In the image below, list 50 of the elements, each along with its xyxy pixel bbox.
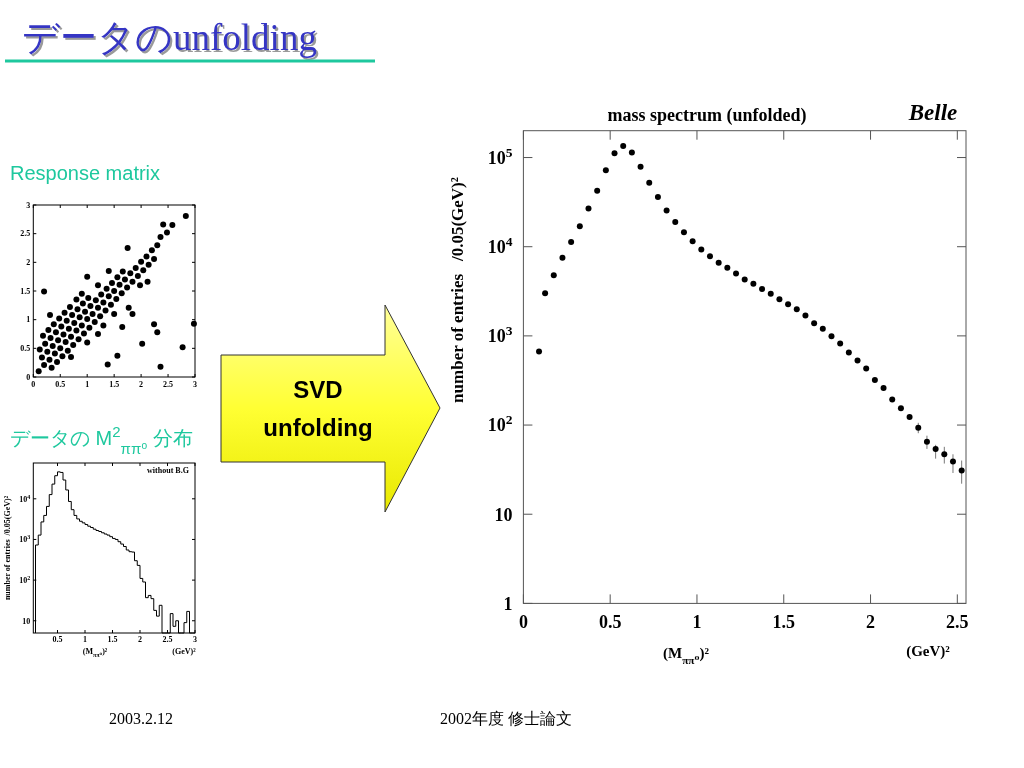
x-tick-label: 2 bbox=[139, 380, 144, 389]
y-tick-label: 1 bbox=[503, 593, 513, 614]
annotation: without B.G bbox=[147, 466, 189, 475]
y-tick-label: 10$^{4}$ bbox=[19, 493, 31, 504]
text: (GeV)² bbox=[906, 643, 951, 660]
x-tick-label: 0.5 bbox=[598, 612, 622, 633]
y-tick-label: 10$^{3}$ bbox=[487, 322, 513, 347]
x-tick-label: 2.5 bbox=[946, 612, 969, 633]
x-tick-label: 1 bbox=[83, 635, 87, 644]
y-tick-label: 10$^{5}$ bbox=[487, 144, 513, 168]
y-tick-label: 3 bbox=[26, 200, 31, 210]
text: 2002年度 修士論文 bbox=[440, 710, 572, 727]
y-tick-label: 10$^{2}$ bbox=[487, 411, 513, 436]
text: (GeV)² bbox=[172, 647, 197, 656]
x-tick-label: 3 bbox=[193, 635, 197, 644]
x-tick-label: 1.5 bbox=[772, 612, 795, 633]
y-axis-title: number of entries /0.05(GeV)² bbox=[3, 495, 12, 601]
x-tick-label: 2.5 bbox=[162, 635, 173, 644]
x-tick-label: 1.5 bbox=[107, 635, 118, 644]
chart-title: mass spectrum (unfolded) bbox=[607, 105, 807, 126]
x-tick-label: 0.5 bbox=[55, 380, 66, 389]
text: SVD unfolding bbox=[263, 376, 373, 441]
y-tick-label: 0 bbox=[26, 372, 31, 382]
y-tick-label: 2.5 bbox=[20, 229, 31, 239]
x-tick-label: 1.5 bbox=[109, 380, 120, 389]
y-axis-title: number of entries /0.05(GeV)² bbox=[448, 177, 467, 403]
y-tick-label: 10 bbox=[22, 616, 31, 626]
y-tick-label: 1 bbox=[26, 315, 31, 325]
chart-title: Response matrix bbox=[10, 162, 161, 184]
x-tick-label: 2 bbox=[866, 612, 876, 633]
y-tick-label: 10$^{3}$ bbox=[19, 534, 31, 545]
x-axis-title: (M$_{ππ⁰}$)² bbox=[663, 645, 710, 666]
text: データのunfolding bbox=[22, 17, 317, 58]
x-tick-label: 1 bbox=[692, 612, 702, 633]
x-axis-title: (M$_{ππ⁰}$)² bbox=[82, 647, 108, 658]
x-tick-label: 3 bbox=[193, 380, 197, 389]
x-tick-label: 2 bbox=[138, 635, 142, 644]
y-tick-label: 10$^{4}$ bbox=[487, 233, 513, 258]
y-tick-label: 0.5 bbox=[20, 344, 31, 354]
y-tick-label: 10 bbox=[494, 504, 513, 525]
x-tick-label: 0 bbox=[518, 612, 528, 633]
text: 2003.2.12 bbox=[109, 710, 173, 727]
y-tick-label: 1.5 bbox=[20, 286, 31, 296]
y-tick-label: 2 bbox=[26, 258, 31, 268]
y-tick-label: 10$^{2}$ bbox=[19, 574, 31, 585]
text: Belle bbox=[907, 100, 958, 125]
x-tick-label: 1 bbox=[85, 380, 90, 389]
x-tick-label: 0.5 bbox=[52, 635, 63, 644]
chart-title: データの M$^{2}$$_{ππ⁰}$ 分布 bbox=[10, 422, 193, 457]
x-tick-label: 2.5 bbox=[163, 380, 174, 389]
